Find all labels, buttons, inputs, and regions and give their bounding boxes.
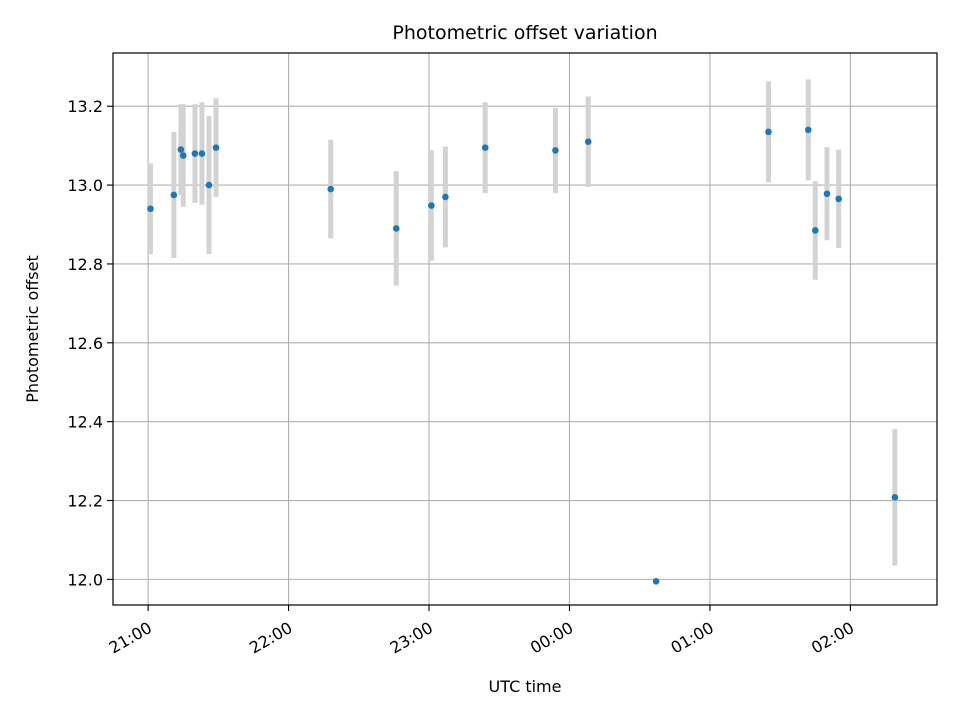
data-point — [804, 126, 812, 134]
data-point — [392, 225, 400, 232]
grid-lines — [113, 53, 937, 605]
y-tick-label: 12.8 — [67, 255, 103, 274]
data-point — [652, 578, 660, 585]
y-tick-label: 12.0 — [67, 570, 103, 589]
data-points — [147, 126, 899, 585]
y-axis-title: Photometric offset — [23, 255, 42, 403]
data-point — [835, 195, 842, 203]
data-point — [212, 144, 220, 151]
data-point — [191, 150, 199, 157]
data-point — [327, 185, 335, 193]
data-point — [170, 191, 178, 199]
data-point — [177, 146, 185, 153]
y-tick-label: 12.2 — [67, 492, 103, 511]
data-point — [198, 150, 206, 157]
data-point — [428, 202, 435, 209]
y-tick-label: 12.4 — [67, 413, 103, 432]
plot-frame — [112, 52, 938, 606]
y-tick-label: 13.0 — [67, 176, 103, 195]
x-axis-title: UTC time — [489, 677, 562, 696]
data-point — [823, 190, 831, 198]
chart-title: Photometric offset variation — [392, 22, 657, 44]
data-point — [584, 138, 592, 146]
data-point — [811, 227, 819, 234]
data-point — [179, 152, 187, 159]
y-tick-label: 12.6 — [67, 334, 103, 353]
y-tick-label: 13.2 — [67, 97, 103, 116]
data-point — [442, 193, 449, 201]
data-point — [765, 128, 772, 136]
data-point — [147, 205, 154, 213]
data-point — [552, 147, 559, 154]
data-point — [205, 181, 213, 189]
data-point — [891, 494, 899, 501]
data-point — [481, 144, 489, 151]
y-axis-ticks: 12.0 12.2 12.4 12.6 12.8 13.0 13.2 — [67, 97, 113, 589]
